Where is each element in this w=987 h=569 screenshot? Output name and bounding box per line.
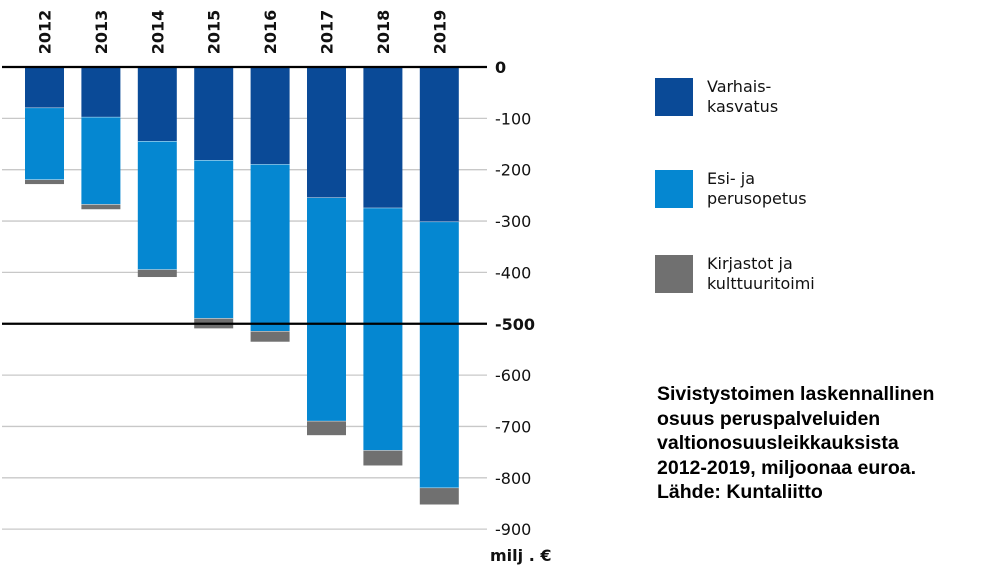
bar-segment bbox=[363, 67, 403, 209]
legend-label-kirjastot-ja-kulttuuritoimi: Kirjastot ja kulttuuritoimi bbox=[707, 254, 815, 293]
bars bbox=[25, 67, 459, 505]
x-tick-label: 2019 bbox=[430, 10, 449, 55]
bar-segment bbox=[25, 67, 64, 109]
bar-segment bbox=[81, 67, 121, 118]
y-tick-label: 0 bbox=[495, 58, 506, 77]
legend-swatch-esi-ja-perusopetus bbox=[655, 170, 693, 208]
y-unit-label: milj . € bbox=[490, 546, 551, 565]
x-tick-label: 2014 bbox=[148, 10, 167, 55]
x-tick-label: 2013 bbox=[92, 10, 111, 55]
y-tick-label: -200 bbox=[495, 161, 531, 180]
legend-label-esi-ja-perusopetus: Esi- ja perusopetus bbox=[707, 169, 807, 208]
x-tick-label: 2018 bbox=[374, 10, 393, 55]
caption-line: 2012-2019, miljoonaa euroa. bbox=[657, 456, 917, 479]
x-tick-label: 2017 bbox=[318, 10, 337, 55]
bar-segment bbox=[250, 331, 290, 342]
bar-segment bbox=[307, 421, 346, 436]
bar-segment bbox=[137, 269, 177, 278]
legend-item-kirjastot-ja-kulttuuritoimi: Kirjastot ja kulttuuritoimi bbox=[655, 254, 815, 294]
bar-segment bbox=[25, 108, 64, 180]
year-labels: 2012 2013 2014 2015 2016 2017 2018 2019 bbox=[36, 10, 450, 55]
caption-line: osuus peruspalveluiden bbox=[657, 407, 881, 430]
legend-swatch-varhaiskasvatus bbox=[655, 78, 693, 116]
bar-segment bbox=[194, 160, 234, 319]
y-tick-label: -500 bbox=[495, 315, 535, 334]
y-tick-label: -800 bbox=[495, 469, 531, 488]
legend-swatch-kirjastot-ja-kulttuuritoimi bbox=[655, 255, 693, 293]
y-tick-label: -300 bbox=[495, 212, 531, 231]
chart-caption: Sivistystoimen laskennallinen osuus peru… bbox=[657, 382, 987, 505]
caption-line: Sivistystoimen laskennallinen bbox=[657, 383, 935, 405]
bar-segment bbox=[194, 67, 234, 161]
bar-segment bbox=[419, 488, 459, 505]
x-tick-label: 2016 bbox=[261, 10, 280, 55]
emphasis-lines bbox=[2, 65, 487, 325]
bar-segment bbox=[419, 67, 459, 223]
x-tick-label: 2015 bbox=[205, 10, 224, 55]
bar-segment bbox=[81, 117, 121, 205]
caption-line: valtionosuusleikkauksista bbox=[657, 432, 899, 454]
legend-item-varhaiskasvatus: Varhais- kasvatus bbox=[655, 77, 779, 117]
x-tick-label: 2012 bbox=[36, 10, 55, 55]
y-tick-label: -400 bbox=[495, 263, 531, 282]
bar-segment bbox=[137, 67, 177, 142]
y-tick-label: -600 bbox=[495, 366, 531, 385]
legend-label-varhaiskasvatus: Varhais- kasvatus bbox=[707, 77, 779, 116]
y-tick-label: -700 bbox=[495, 417, 531, 436]
bar-segment bbox=[363, 450, 403, 466]
bar-segment bbox=[363, 208, 403, 451]
bar-segment bbox=[419, 222, 459, 489]
y-tick-label: -100 bbox=[495, 109, 531, 128]
caption-line: Lähde: Kuntaliitto bbox=[657, 481, 823, 503]
legend-item-esi-ja-perusopetus: Esi- ja perusopetus bbox=[655, 169, 807, 209]
bar-segment bbox=[81, 204, 121, 210]
bar-segment bbox=[307, 197, 346, 422]
bar-segment bbox=[137, 141, 177, 270]
bar-segment bbox=[307, 67, 346, 198]
y-tick-label: -900 bbox=[495, 520, 531, 539]
bar-segment bbox=[250, 67, 290, 165]
bar-segment bbox=[25, 179, 64, 185]
bar-segment bbox=[250, 164, 290, 332]
y-tick-labels: 0 -100 -200 -300 -400 -500 -600 -700 -800 -900 bbox=[495, 58, 535, 539]
